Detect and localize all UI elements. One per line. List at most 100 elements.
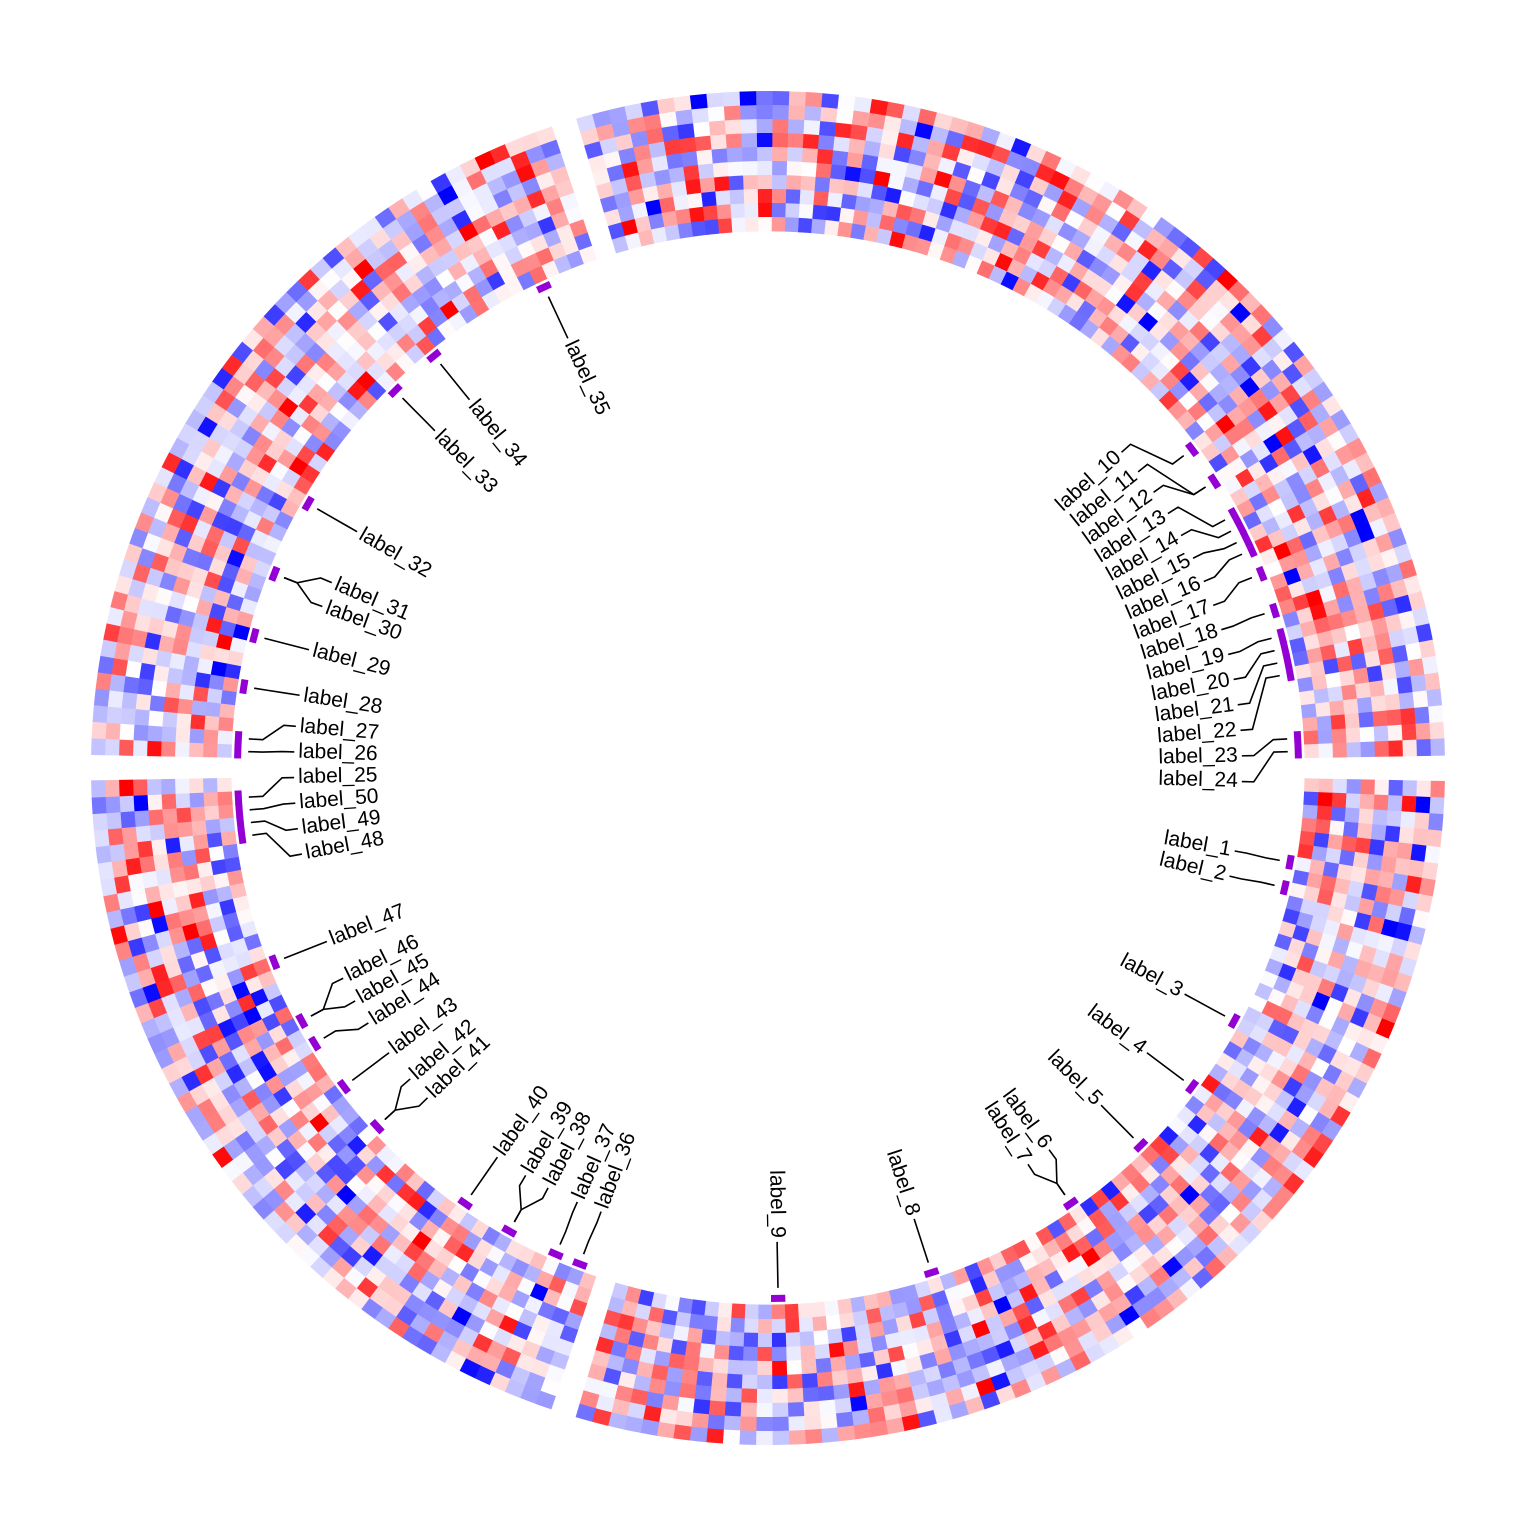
heatmap-cell — [91, 721, 107, 740]
heatmap-cell — [213, 871, 231, 889]
heatmap-cell — [1370, 900, 1389, 920]
heatmap-cell — [887, 173, 906, 191]
label-connector — [776, 1241, 779, 1288]
heatmap-cell — [757, 175, 773, 190]
heatmap-cell — [629, 1388, 649, 1406]
heatmap-cell — [566, 250, 585, 269]
heatmap-cell — [673, 194, 690, 212]
heatmap-cell — [865, 126, 884, 144]
heatmap-cell — [931, 228, 950, 247]
heatmap-cell — [137, 967, 157, 988]
heatmap-cell — [914, 237, 932, 256]
heatmap-cell — [609, 1340, 629, 1358]
heatmap-cell — [1338, 423, 1360, 446]
heatmap-cell — [1104, 201, 1127, 223]
heatmap-cell — [1360, 635, 1378, 654]
heatmap-cell — [1110, 344, 1131, 365]
heatmap-cell — [697, 163, 715, 180]
heatmap-cell — [1192, 1085, 1213, 1105]
heatmap-cell — [1377, 870, 1395, 889]
heatmap-cell — [1376, 583, 1395, 603]
heatmap-cell — [220, 830, 237, 846]
heatmap-cell — [335, 236, 358, 259]
heatmap-cell — [1410, 674, 1427, 693]
heatmap-cell — [1355, 523, 1376, 544]
heatmap-cell — [717, 1302, 733, 1318]
heatmap-cell — [255, 1134, 277, 1156]
heatmap-cell — [1287, 580, 1306, 599]
heatmap-cell — [491, 1295, 512, 1316]
heatmap-cell — [787, 119, 805, 135]
heatmap-cell — [584, 141, 604, 160]
heatmap-cell — [194, 847, 212, 864]
heatmap-cell — [1255, 504, 1275, 524]
heatmap-cell — [1272, 328, 1295, 352]
heatmap-cell — [405, 343, 426, 364]
heatmap-cell — [1304, 928, 1324, 947]
heatmap-cell — [237, 1109, 259, 1131]
heatmap-cell — [799, 1330, 815, 1347]
heatmap-cell — [1203, 258, 1227, 281]
heatmap-cell — [1353, 557, 1373, 578]
heatmap-cell — [1387, 724, 1403, 742]
heatmap-cell — [159, 571, 178, 592]
heatmap-cell — [1161, 1256, 1183, 1278]
heatmap-cell — [1316, 538, 1336, 559]
heatmap-cell — [788, 1429, 806, 1445]
heatmap-cell — [1271, 1185, 1294, 1208]
heatmap-cell — [648, 141, 667, 159]
heatmap-cell — [610, 1398, 631, 1416]
heatmap-cell — [1268, 392, 1290, 415]
heatmap-cell — [979, 1301, 999, 1321]
heatmap-cell — [564, 1311, 583, 1330]
heatmap-cell — [1149, 380, 1170, 401]
heatmap-cell — [1271, 350, 1294, 373]
heatmap-cell — [274, 1006, 294, 1025]
heatmap-cell — [785, 203, 801, 219]
heatmap-cell — [1297, 843, 1314, 860]
heatmap-cell — [1318, 416, 1339, 439]
heatmap-cell — [504, 1378, 526, 1399]
heatmap-cell — [166, 1006, 187, 1028]
heatmap-cell — [1272, 975, 1292, 995]
heatmap-cell — [1030, 1245, 1050, 1265]
heatmap-cell — [1331, 728, 1347, 744]
heatmap-cell — [1326, 834, 1344, 851]
heatmap-cell — [1375, 1018, 1395, 1040]
heatmap-cell — [181, 922, 200, 941]
heatmap-cell — [1292, 354, 1315, 377]
heatmap-cell — [1425, 829, 1443, 848]
heatmap-cell — [1340, 684, 1357, 701]
heatmap-cell — [211, 1145, 234, 1169]
heatmap-cell — [785, 189, 801, 205]
heatmap-cell — [743, 1318, 759, 1333]
heatmap-cell — [1346, 880, 1364, 899]
heatmap-cell — [132, 563, 152, 584]
heatmap-cell — [151, 838, 168, 856]
heatmap-cell — [231, 535, 251, 555]
heatmap-cell — [486, 176, 508, 197]
heatmap-cell — [491, 252, 512, 272]
heatmap-cell — [1366, 853, 1383, 872]
heatmap-cell — [206, 831, 223, 848]
label-text: label_26 — [298, 740, 378, 766]
heatmap-cell — [1326, 905, 1345, 924]
heatmap-cell — [889, 1358, 909, 1377]
heatmap-cell — [376, 370, 396, 391]
heatmap-cell — [186, 499, 206, 520]
heatmap-cell — [1025, 144, 1047, 165]
heatmap-cell — [825, 206, 842, 223]
label-marker — [547, 1248, 564, 1261]
heatmap-cell — [1329, 533, 1349, 554]
heatmap-cell — [1292, 484, 1312, 506]
heatmap-cell — [285, 1233, 309, 1256]
label-connector — [1146, 1052, 1185, 1082]
heatmap-cell — [683, 164, 701, 182]
heatmap-cell — [134, 809, 151, 827]
label-connector — [1121, 443, 1185, 465]
heatmap-cell — [504, 137, 527, 158]
heatmap-cell — [802, 1386, 820, 1403]
heatmap-cell — [510, 227, 531, 247]
heatmap-cell — [1367, 602, 1385, 622]
heatmap-cell — [196, 657, 214, 675]
